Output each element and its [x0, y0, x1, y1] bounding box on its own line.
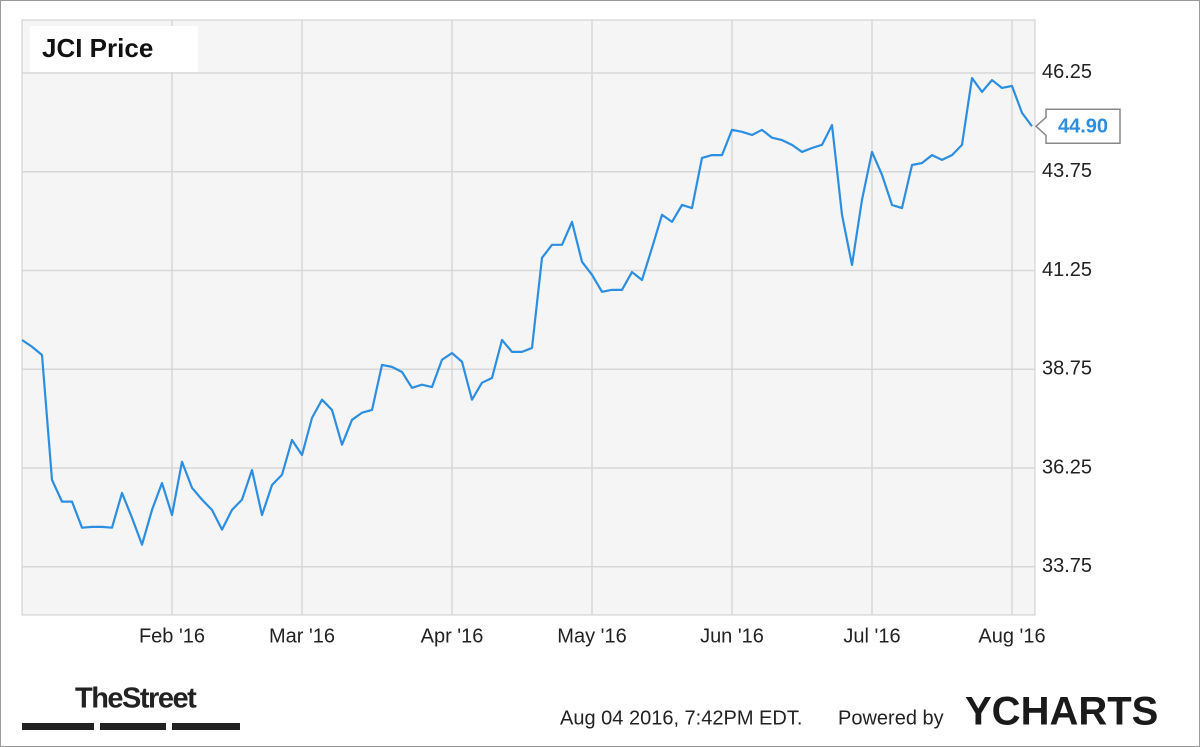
price-line [21, 76, 1033, 546]
y-tick-label: 43.75 [1042, 160, 1092, 182]
last-price-tag [1034, 108, 1121, 145]
last-price-label: 44.90 [1058, 116, 1108, 138]
y-tick-label: 41.25 [1042, 259, 1092, 281]
x-tick-label: Mar '16 [269, 625, 335, 647]
x-tick-label: Feb '16 [139, 625, 205, 647]
x-tick-label: Jun '16 [700, 625, 764, 647]
x-tick-label: May '16 [557, 625, 626, 647]
logo-bar [100, 723, 166, 730]
x-tick-label: Apr '16 [421, 625, 484, 647]
marks [21, 76, 1033, 546]
brand-logo: YCHARTS [965, 690, 1158, 734]
y-tick-label: 46.25 [1042, 61, 1092, 83]
logo-bar [172, 723, 240, 730]
title-box [30, 26, 198, 72]
logo-bar [22, 723, 94, 730]
x-tick-label: Aug '16 [978, 625, 1045, 647]
chart-title: JCI Price [42, 33, 153, 63]
x-tick-label: Jul '16 [843, 625, 900, 647]
plot-area [21, 19, 1036, 616]
powered-by: Powered by [838, 707, 944, 729]
timestamp: Aug 04 2016, 7:42PM EDT. [560, 707, 802, 729]
publisher-logo: TheStreet [75, 683, 197, 715]
y-tick-label: 33.75 [1042, 555, 1092, 577]
y-tick-label: 38.75 [1042, 358, 1092, 380]
y-tick-label: 36.25 [1042, 456, 1092, 478]
